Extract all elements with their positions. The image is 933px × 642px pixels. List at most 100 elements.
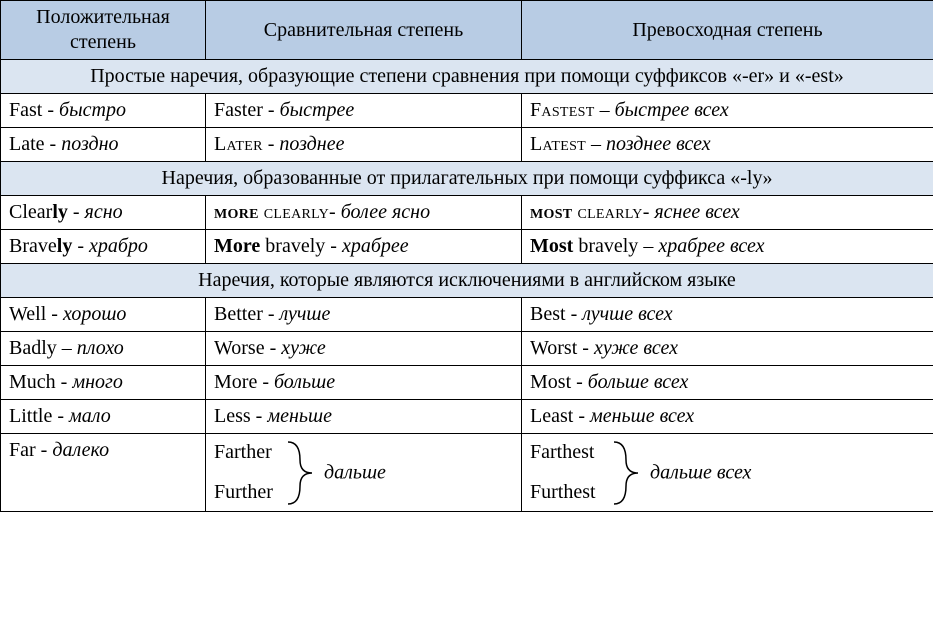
word-ru: меньше [267, 405, 332, 427]
word-en: Faster [214, 99, 263, 121]
table-row: Clearly - ясно more clearly- более ясно … [1, 196, 933, 230]
cell-comparative: Worse - хуже [206, 332, 522, 366]
section-row: Наречия, образованные от прилагательных … [1, 162, 933, 196]
word-en: Fast [9, 99, 42, 121]
word-en: Fastest [530, 99, 595, 121]
word-en: Least [530, 405, 573, 427]
word-en-top: Farther [214, 440, 272, 465]
cell-positive: Badly – плохо [1, 332, 206, 366]
cell-comparative: Better - лучше [206, 298, 522, 332]
table-row: Fast - быстро Faster - быстрее Fastest –… [1, 94, 933, 128]
word-ru: больше [274, 371, 335, 393]
cell-comparative: Less - меньше [206, 400, 522, 434]
table-row: Badly – плохо Worse - хуже Worst - хуже … [1, 332, 933, 366]
cell-positive: Bravely - храбро [1, 230, 206, 264]
table-row-far: Far - далеко Farther дальше Further Fart… [1, 434, 933, 512]
word-ru: меньше всех [590, 405, 694, 427]
cell-superlative: Fastest – быстрее всех [522, 94, 933, 128]
table-row: Much - много More - больше Most - больше… [1, 366, 933, 400]
word-ru: храбро [89, 235, 148, 257]
cell-comparative: Later - позднее [206, 128, 522, 162]
word-en: Better [214, 303, 263, 325]
word-en: Most [530, 371, 571, 393]
word-en: Little [9, 405, 52, 427]
word-en-top: Farthest [530, 440, 594, 465]
word-en-bot: Furthest [530, 480, 596, 505]
word-ru: лучше всех [582, 303, 672, 325]
header-comparative: Сравнительная степень [206, 1, 522, 60]
word-en: Less [214, 405, 251, 427]
word-en: most clearly [530, 201, 643, 223]
table-row: Little - мало Less - меньше Least - мень… [1, 400, 933, 434]
word-en: Best [530, 303, 566, 325]
word-ru: храбрее [342, 235, 409, 257]
word-en: Late [9, 133, 45, 155]
cell-positive: Far - далеко [1, 434, 206, 512]
word-ru: быстрее всех [615, 99, 729, 121]
header-row: Положительная степень Сравнительная степ… [1, 1, 933, 60]
section2-title: Наречия, образованные от прилагательных … [1, 162, 933, 196]
word-ru: позднее всех [606, 133, 711, 155]
word-ru: быстро [59, 99, 126, 121]
cell-superlative: Worst - хуже всех [522, 332, 933, 366]
cell-superlative-bracket: Farthest дальше всех Furthest [522, 434, 933, 512]
cell-positive: Fast - быстро [1, 94, 206, 128]
bracket-icon [612, 440, 642, 506]
header-superlative: Превосходная степень [522, 1, 933, 60]
word-ru: хуже [281, 337, 325, 359]
word-en: Later [214, 133, 263, 155]
cell-comparative: Faster - быстрее [206, 94, 522, 128]
word-ru: плохо [77, 337, 124, 359]
word-en: Badly [9, 337, 57, 359]
word-ru: хуже всех [594, 337, 678, 359]
word-ru: хорошо [63, 303, 126, 325]
cell-superlative: Most bravely – храбрее всех [522, 230, 933, 264]
word-en: Well [9, 303, 46, 325]
word-ru: поздно [61, 133, 118, 155]
cell-positive: Well - хорошо [1, 298, 206, 332]
word-en: more clearly [214, 201, 329, 223]
word-ru: много [72, 371, 123, 393]
cell-comparative: More bravely - храбрее [206, 230, 522, 264]
word-ru: больше всех [588, 371, 689, 393]
word-en: Worst [530, 337, 577, 359]
cell-comparative: More - больше [206, 366, 522, 400]
cell-positive: Clearly - ясно [1, 196, 206, 230]
word-en: More [214, 371, 257, 393]
comparison-table: Положительная степень Сравнительная степ… [0, 0, 933, 512]
word-ru: дальше всех [650, 460, 751, 485]
word-ru: ясно [85, 201, 123, 223]
cell-superlative: most clearly- яснее всех [522, 196, 933, 230]
bracket-icon [286, 440, 316, 506]
word-ru: лучше [280, 303, 331, 325]
word-ru: быстрее [280, 99, 355, 121]
word-en: Bravely [9, 235, 72, 257]
word-ru: храбрее всех [658, 235, 764, 257]
cell-superlative: Least - меньше всех [522, 400, 933, 434]
header-positive: Положительная степень [1, 1, 206, 60]
table-row: Well - хорошо Better - лучше Best - лучш… [1, 298, 933, 332]
word-ru: более ясно [341, 201, 430, 223]
cell-superlative: Best - лучше всех [522, 298, 933, 332]
cell-comparative-bracket: Farther дальше Further [206, 434, 522, 512]
word-en: Far [9, 439, 36, 461]
word-en: More bravely [214, 235, 325, 257]
word-en-bot: Further [214, 480, 273, 505]
word-ru: мало [69, 405, 111, 427]
table-row: Late - поздно Later - позднее Latest – п… [1, 128, 933, 162]
section3-title: Наречия, которые являются исключениями в… [1, 264, 933, 298]
cell-comparative: more clearly- более ясно [206, 196, 522, 230]
word-ru: яснее всех [654, 201, 739, 223]
word-en: Clearly [9, 201, 68, 223]
word-en: Most bravely [530, 235, 638, 257]
word-en: Worse [214, 337, 265, 359]
table-row: Bravely - храбро More bravely - храбрее … [1, 230, 933, 264]
word-en: Latest [530, 133, 586, 155]
section1-title: Простые наречия, образующие степени срав… [1, 60, 933, 94]
word-en: Much [9, 371, 56, 393]
cell-superlative: Most - больше всех [522, 366, 933, 400]
cell-positive: Late - поздно [1, 128, 206, 162]
section-row: Простые наречия, образующие степени срав… [1, 60, 933, 94]
cell-positive: Much - много [1, 366, 206, 400]
section-row: Наречия, которые являются исключениями в… [1, 264, 933, 298]
